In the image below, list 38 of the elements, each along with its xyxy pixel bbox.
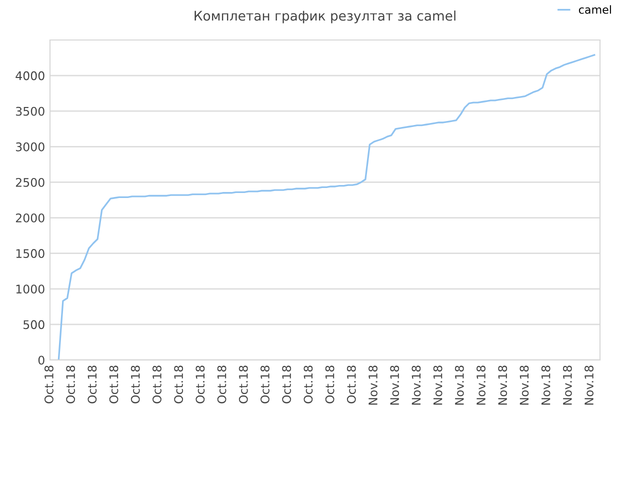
chart-title: Комплетан график резултат за camel [194,10,456,24]
x-tick-label: Oct.18 [196,366,205,404]
y-tick-label: 2000 [16,214,44,222]
x-tick-label: Nov.18 [476,366,486,405]
y-tick-label: 500 [24,320,44,330]
x-tick-label: Oct.18 [66,366,76,404]
line-series [58,54,596,360]
y-tick-label: 0 [38,356,44,365]
x-tick-label: Nov.18 [390,366,400,405]
x-tick-label: Oct.18 [217,366,226,404]
x-tick-label: Oct.18 [174,366,184,404]
x-tick-label: Oct.18 [282,366,292,404]
y-tick-label: 1000 [16,284,44,294]
x-tick-label: Oct.18 [346,366,356,404]
x-tick-label: Nov.18 [433,366,442,405]
x-tick-label: Nov.18 [498,366,508,405]
y-tick-label: 2500 [16,178,44,187]
x-tick-label: Oct.18 [304,366,313,404]
x-tick-label: Oct.18 [325,366,334,404]
x-tick-label: Oct.18 [109,366,118,404]
x-tick-label: Oct.18 [260,366,270,404]
x-tick-label: Nov.18 [368,366,378,405]
x-tick-label: Nov.18 [412,366,421,405]
legend-label: camel [578,5,611,14]
x-tick-label: Nov.18 [541,366,550,405]
y-tick-label: 3000 [16,142,44,152]
y-tick-label: 4000 [16,71,44,80]
y-tick-label: 1500 [16,249,44,258]
x-tick-label: Oct.18 [44,366,54,404]
x-tick-label: Oct.18 [130,366,140,404]
x-tick-label: Oct.18 [152,366,162,404]
y-tick-label: 3500 [16,106,44,116]
x-tick-label: Oct.18 [88,366,97,404]
x-tick-label: Oct.18 [238,366,248,404]
x-tick-label: Nov.18 [520,366,529,405]
x-tick-label: Nov.18 [454,366,464,405]
x-tick-label: Nov.18 [562,366,572,405]
x-tick-label: Nov.18 [584,366,594,405]
